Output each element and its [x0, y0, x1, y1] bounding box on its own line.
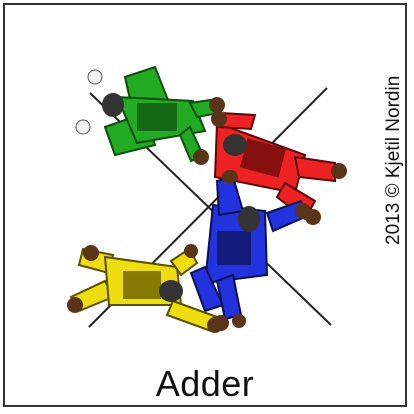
yellow-hand-1 — [184, 244, 198, 258]
green-glove-1 — [87, 69, 103, 85]
green-glove-2 — [75, 119, 91, 135]
blue-leg-2 — [215, 273, 243, 321]
yellow-helmet — [159, 280, 183, 302]
green-hand-2 — [193, 149, 209, 165]
red-rig — [239, 138, 287, 178]
blue-jumper — [189, 170, 311, 331]
blue-hand-1 — [222, 170, 236, 184]
green-rig — [137, 103, 177, 131]
green-helmet — [102, 93, 124, 117]
red-helmet — [223, 134, 247, 156]
yellow-hand-2 — [207, 317, 223, 333]
blue-helmet — [238, 206, 260, 232]
yellow-foot-1 — [83, 245, 99, 261]
yellow-rig — [123, 271, 161, 299]
green-jumper — [75, 65, 225, 165]
blue-foot-2 — [232, 314, 246, 328]
red-hand-1 — [211, 111, 227, 127]
red-jumper — [211, 111, 347, 225]
yellow-foot-2 — [67, 297, 83, 313]
blue-rig — [217, 231, 251, 265]
copyright-credit: 2013 © Kjetil Nordin — [383, 75, 404, 245]
green-hand-1 — [209, 97, 225, 113]
formation-card: Adder 2013 © Kjetil Nordin — [3, 3, 407, 407]
formation-diagram — [67, 65, 347, 333]
red-leg-1 — [293, 155, 336, 183]
red-foot-1 — [331, 163, 347, 179]
blue-hand-2 — [295, 203, 311, 219]
yellow-jumper — [67, 244, 223, 333]
formation-title: Adder — [155, 363, 255, 404]
blue-leg-1 — [189, 265, 225, 313]
